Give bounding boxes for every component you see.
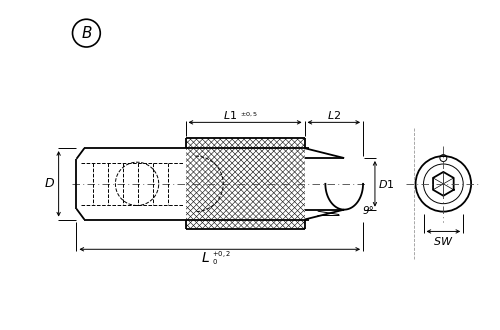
Text: $L2$: $L2$: [326, 109, 341, 121]
Text: $L$: $L$: [201, 251, 210, 265]
Text: $L1$: $L1$: [223, 109, 237, 121]
Polygon shape: [186, 138, 304, 229]
Text: $B$: $B$: [80, 25, 92, 41]
Text: 9°: 9°: [363, 206, 375, 215]
Text: $SW$: $SW$: [433, 235, 454, 248]
Text: $D$: $D$: [44, 177, 54, 190]
Text: $^{+0,2}_{0}$: $^{+0,2}_{0}$: [212, 250, 231, 267]
Text: $^{\pm0,5}$: $^{\pm0,5}$: [240, 113, 258, 121]
Text: $D1$: $D1$: [378, 178, 394, 190]
